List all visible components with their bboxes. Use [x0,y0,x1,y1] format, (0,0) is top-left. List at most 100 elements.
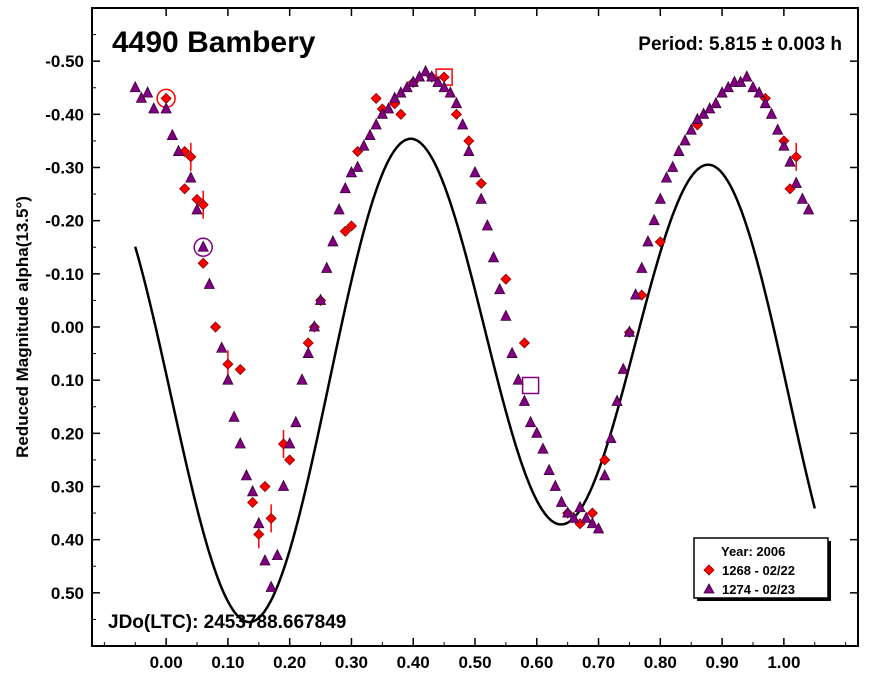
legend: Year: 2006 1268 - 02/22 1274 - 02/23 [693,537,831,601]
y-tick-label: 0.40 [51,531,84,550]
triangle-point [531,426,543,438]
triangle-point [271,548,283,561]
diamond-point [345,220,358,232]
legend-diamond-icon [703,564,715,576]
triangle-point [358,139,370,151]
triangle-point [339,181,351,194]
triangle-point [685,123,697,135]
data-points-layer [129,64,815,592]
triangle-point [475,192,487,204]
diamond-point [234,363,246,376]
triangle-point [543,463,555,475]
triangle-point [290,415,302,428]
triangle-point [605,431,617,444]
triangle-point [450,96,463,109]
y-tick-label: 0.50 [51,584,84,603]
triangle-point [419,64,432,77]
triangle-point [555,495,568,507]
diamond-point [790,151,802,163]
triangle-point [506,346,518,358]
triangle-point [129,80,141,93]
triangle-point [599,468,611,481]
triangle-point [240,468,253,481]
legend-box [693,537,829,599]
triangle-point [710,96,722,109]
triangle-point [747,80,759,93]
fit-curve [133,137,817,624]
y-tick-label: 0.00 [51,318,84,337]
triangle-point [487,250,500,263]
y-tick-label: -0.30 [45,159,84,178]
triangle-point [759,96,771,109]
triangle-point [456,118,469,130]
diamond-point [209,321,222,333]
triangle-point [648,213,660,226]
triangle-point [568,511,580,523]
diamond-point [518,337,530,349]
y-tick-label: -0.40 [45,105,84,124]
triangle-point [141,86,154,98]
triangle-point [382,102,395,114]
x-tick-label: 1.00 [767,653,800,672]
triangle-point [642,235,654,247]
triangle-point [296,373,308,385]
x-tick-label: 0.50 [458,653,491,672]
x-tick-label: 0.40 [397,653,430,672]
y-tick-label: 0.20 [51,424,84,443]
x-tick-label: 0.10 [211,653,244,672]
triangle-point [160,102,172,114]
triangle-point [512,373,524,385]
triangle-point [438,80,450,93]
period-label: Period: 5.815 ± 0.003 h [638,34,842,55]
triangle-point [228,410,240,422]
triangle-point [586,516,599,529]
x-tick-label: 0.60 [520,653,553,672]
boxed-point-marker [521,376,540,395]
diamond-point [654,236,666,248]
triangle-point [321,261,333,273]
triangle-point [679,134,691,146]
triangle-point [302,346,314,358]
triangle-point [660,171,673,183]
diamond-point [259,480,271,493]
triangle-point [592,522,605,534]
triangle-point [351,160,364,172]
y-axis: -0.50 -0.40 -0.30 -0.20 -0.10 0.00 0.10 0.20 0.3… [45,34,858,620]
triangle-point [617,362,629,374]
diamond-point [395,108,407,120]
diamond-point [500,273,512,285]
diamond-point [179,145,191,158]
triangle-point [426,70,438,82]
triangle-point [549,479,561,491]
triangle-point [166,128,178,140]
circled-point-marker [193,237,213,257]
triangle-point [518,394,531,406]
x-tick-label: 0.30 [335,653,368,672]
y-tick-label: 0.10 [51,371,84,390]
triangle-point [364,128,376,140]
y-tick-label: -0.10 [45,265,84,284]
legend-triangle-icon [703,583,715,594]
diamond-point [222,358,234,370]
legend-entry-1274: 1274 - 02/23 [722,582,795,597]
triangle-point [802,203,815,215]
triangle-point [778,139,790,151]
triangle-point [284,437,296,449]
triangle-point [216,341,228,353]
triangle-point [796,192,809,204]
triangle-point [308,320,321,332]
triangle-point [667,160,679,172]
triangle-point [222,373,234,385]
triangle-point [234,437,246,449]
triangle-point [623,325,636,337]
triangle-point [500,309,512,321]
triangle-point [654,192,666,204]
diamond-point [277,438,290,450]
triangle-point [790,176,802,188]
diamond-point [475,177,487,190]
x-tick-label: 0.00 [150,653,183,672]
triangle-point [469,165,481,178]
triangle-point [327,235,339,247]
triangle-point [537,442,549,454]
diamond-point [599,454,611,466]
